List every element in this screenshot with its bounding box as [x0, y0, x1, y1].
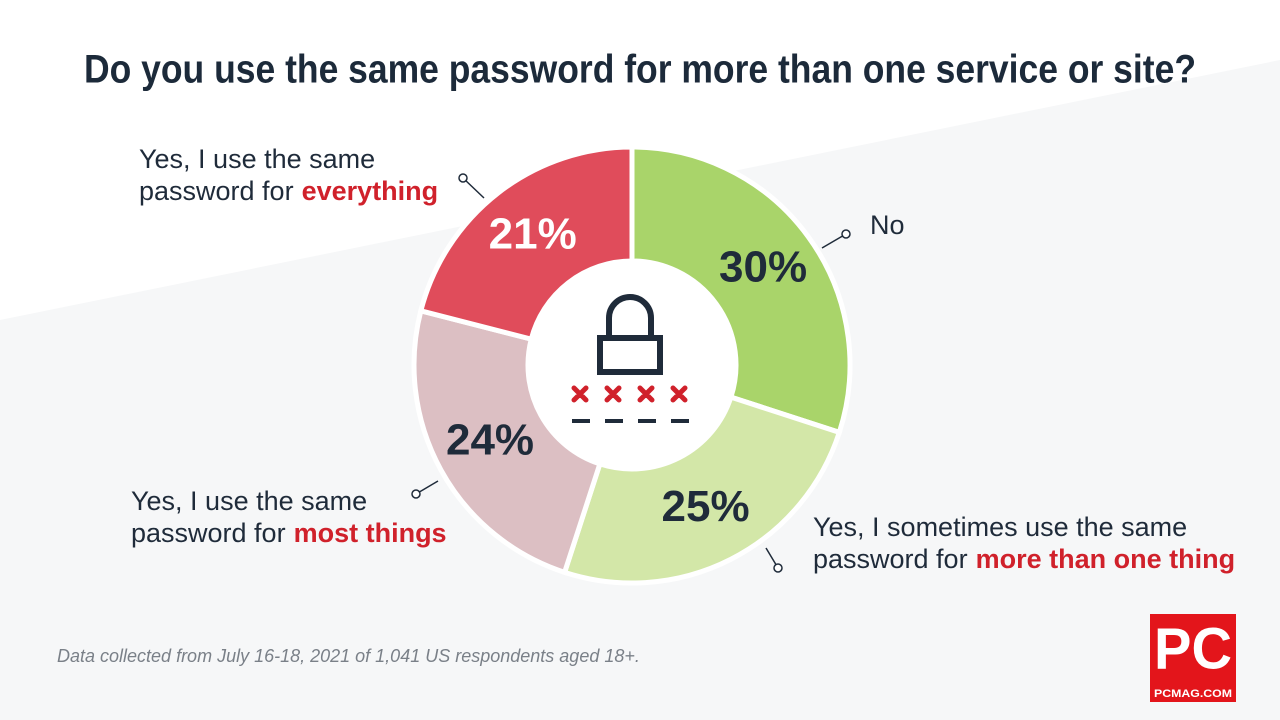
category-line: Yes, I use the same: [139, 144, 375, 174]
crosses: [571, 385, 688, 403]
value-label: 21%: [489, 210, 577, 259]
logo-mark: PC: [1154, 616, 1232, 681]
value-label: 25%: [662, 482, 750, 531]
center-icon: [528, 261, 736, 469]
leader-line: [462, 177, 485, 199]
category-line: Yes, I sometimes use the same: [813, 512, 1187, 542]
logo-box: [1150, 614, 1236, 702]
category-label: Yes, I sometimes use the same password fo…: [813, 512, 1235, 574]
category-line: No: [870, 210, 905, 240]
category-label: Yes, I use the same password for everythin…: [139, 144, 438, 206]
value-label: 24%: [446, 416, 534, 465]
category-label: Yes, I use the same password for most thin…: [131, 486, 447, 548]
category-line: password for: [131, 518, 286, 548]
category-label: No: [870, 210, 905, 240]
leader-dot: [773, 563, 783, 573]
category-line: Yes, I use the same: [131, 486, 367, 516]
leader-dot: [411, 489, 421, 499]
lock-shackle: [606, 294, 654, 338]
category-emphasis: most things: [294, 518, 447, 548]
donut-hole: [528, 261, 736, 469]
logo: PC PCMAG.COM: [1150, 614, 1236, 702]
leader-dot: [841, 229, 851, 239]
slice: [561, 393, 843, 586]
category-emphasis: more than one thing: [976, 544, 1236, 574]
lock-body: [597, 335, 663, 375]
footnote: Data collected from July 16-18, 2021 of …: [57, 646, 640, 666]
value-label: 30%: [719, 242, 807, 291]
leader-dot: [458, 173, 468, 183]
category-line: password for: [813, 544, 968, 574]
logo-site: PCMAG.COM: [1154, 688, 1232, 700]
category-line: password for: [139, 176, 294, 206]
category-emphasis: everything: [302, 176, 439, 206]
chart-title: Do you use the same password for more th…: [84, 48, 1196, 92]
